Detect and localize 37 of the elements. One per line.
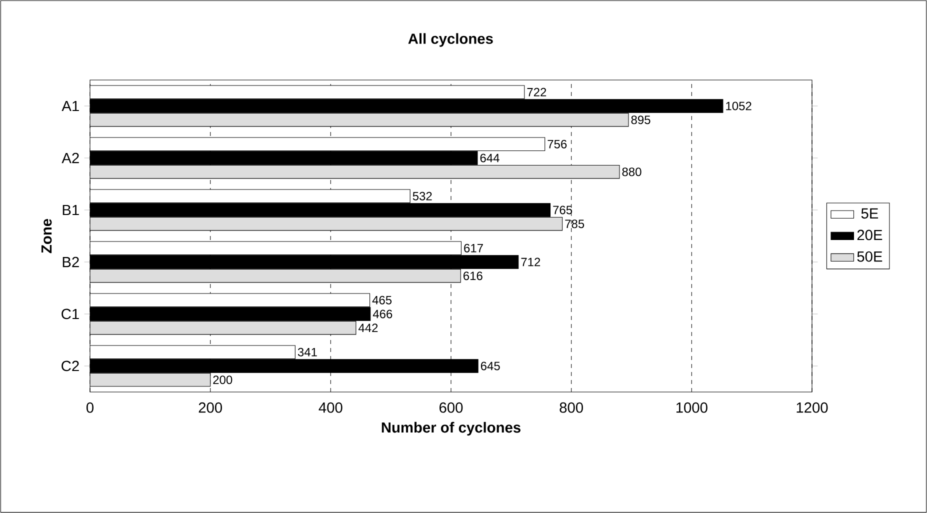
y-tick-label: B1	[62, 204, 79, 216]
data-label: 785	[565, 220, 584, 228]
data-label: 644	[480, 154, 500, 162]
chart-title: All cyclones	[408, 33, 493, 47]
y-tick-label: C1	[62, 308, 79, 320]
x-tick-label: 1200	[796, 402, 828, 413]
data-label: 616	[464, 272, 482, 280]
data-label: 532	[412, 192, 432, 200]
x-tick-label: 1000	[676, 402, 708, 413]
legend-label: 20E	[857, 230, 882, 240]
x-tick-label: 800	[560, 402, 583, 413]
data-label: 617	[464, 244, 483, 252]
data-label: 466	[372, 310, 392, 318]
data-label: 200	[213, 376, 232, 384]
y-tick-label: A1	[62, 100, 79, 112]
y-axis-title: Zone	[41, 218, 52, 254]
x-tick-label: 0	[86, 402, 94, 413]
y-tick-label: A2	[62, 152, 79, 164]
data-label: 712	[521, 258, 540, 266]
data-label: 765	[553, 206, 572, 214]
data-label: 645	[480, 362, 500, 370]
x-axis-title: Number of cyclones	[382, 422, 520, 436]
data-label: 895	[631, 116, 650, 124]
legend-label: 50E	[857, 251, 882, 262]
x-tick-label: 200	[198, 402, 222, 413]
y-tick-label: B2	[62, 256, 79, 268]
data-label: 756	[548, 140, 567, 148]
data-label: 722	[527, 88, 546, 96]
data-label: 880	[622, 168, 642, 176]
data-label: 1052	[726, 102, 752, 110]
y-tick-label: C2	[62, 360, 79, 372]
data-label: 341	[298, 348, 317, 356]
data-label: 465	[372, 296, 392, 304]
legend-label: 5E	[861, 208, 878, 219]
x-tick-label: 400	[318, 402, 342, 413]
data-label: 442	[358, 324, 378, 332]
x-tick-label: 600	[440, 402, 463, 413]
